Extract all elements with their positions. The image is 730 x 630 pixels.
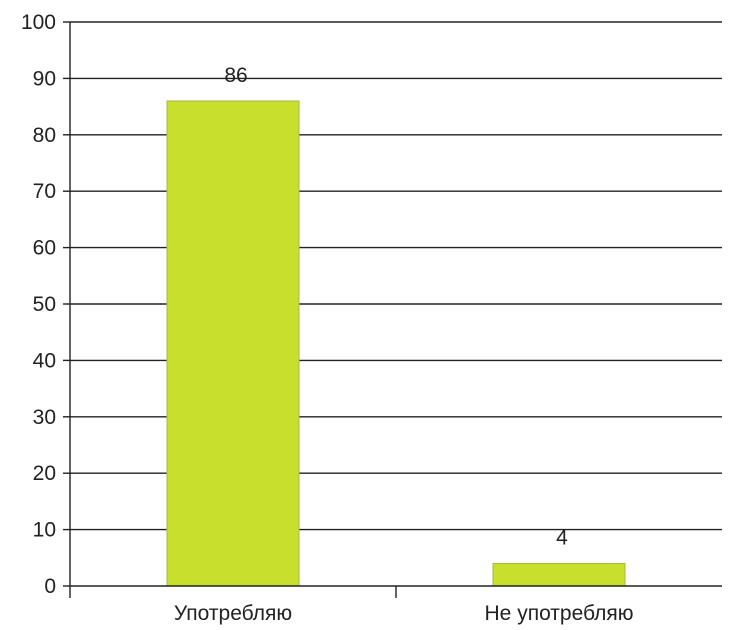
data-label-0: 86 bbox=[224, 64, 247, 87]
y-tick-label-40: 40 bbox=[33, 349, 56, 372]
x-category-label-1: Не употребляю bbox=[485, 602, 634, 625]
bars bbox=[166, 100, 626, 587]
y-tick-label-10: 10 bbox=[33, 519, 56, 542]
y-tick-label-50: 50 bbox=[33, 293, 56, 316]
y-tick-label-30: 30 bbox=[33, 406, 56, 429]
data-label-1: 4 bbox=[556, 526, 568, 549]
y-tick-label-90: 90 bbox=[33, 67, 56, 90]
y-tick-label-20: 20 bbox=[33, 462, 56, 485]
x-category-label-0: Употребляю bbox=[174, 602, 292, 625]
y-tick-label-80: 80 bbox=[33, 124, 56, 147]
axes bbox=[63, 21, 722, 598]
bar-1 bbox=[492, 562, 626, 587]
y-tick-label-70: 70 bbox=[33, 180, 56, 203]
y-tick-label-100: 100 bbox=[21, 11, 56, 34]
y-tick-label-0: 0 bbox=[44, 575, 56, 598]
y-tick-label-60: 60 bbox=[33, 237, 56, 260]
labels: 0 10 20 30 40 50 60 70 80 90 100 86 Употребляю 4 Не уп… bbox=[21, 11, 634, 625]
bar-0 bbox=[166, 100, 300, 587]
